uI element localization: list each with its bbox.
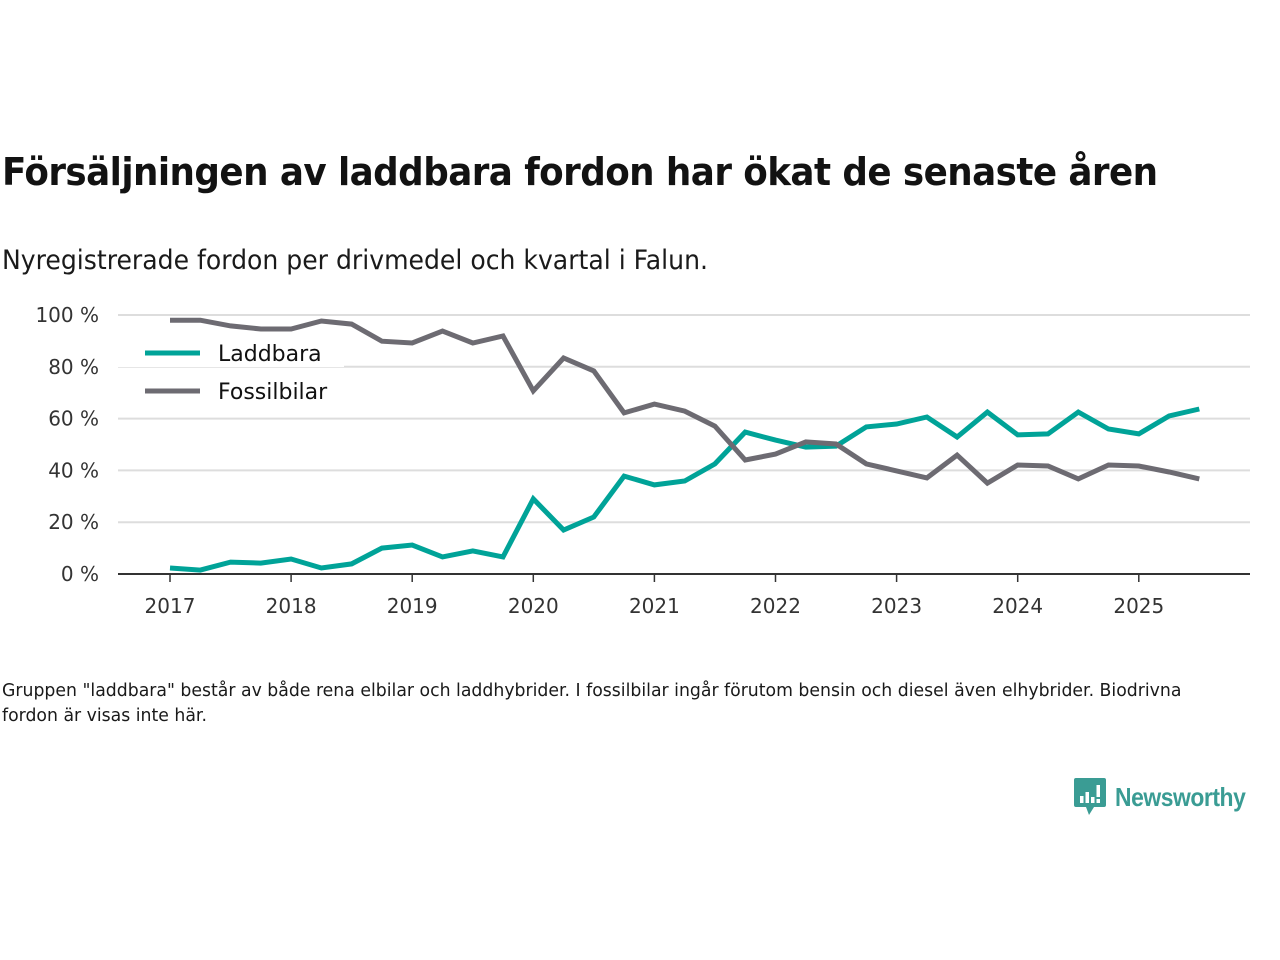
x-tick-label: 2024 [992, 594, 1043, 618]
chart-title: Försäljningen av laddbara fordon har öka… [2, 150, 1158, 194]
x-tick-label: 2017 [145, 594, 196, 618]
footnote: Gruppen "laddbara" består av både rena e… [2, 680, 1182, 726]
legend-background [108, 333, 344, 367]
x-tick-label: 2025 [1113, 594, 1164, 618]
x-tick-label: 2023 [871, 594, 922, 618]
legend-label-laddbara: Laddbara [218, 342, 322, 367]
series-line-laddbara [169, 406, 1200, 573]
y-tick-label: 40 % [48, 458, 99, 482]
chart-subtitle: Nyregistrerade fordon per drivmedel och … [2, 245, 708, 276]
legend: Laddbara Fossilbilar [108, 333, 344, 405]
x-tick-label: 2018 [266, 594, 317, 618]
brand-name: Newsworthy [1115, 781, 1246, 812]
bar-chart-speech-bubble-icon [1074, 778, 1106, 815]
line-chart: 0 % 20 % 40 % 60 % 80 % 100 % 2017 2018 2019 202… [35, 303, 1250, 618]
x-tick-label: 2021 [629, 594, 680, 618]
y-tick-label: 0 % [61, 562, 99, 586]
y-axis-ticks: 0 % 20 % 40 % 60 % 80 % 100 % [35, 303, 99, 586]
y-tick-label: 20 % [48, 510, 99, 534]
y-tick-label: 80 % [48, 355, 99, 379]
brand-logo: Newsworthy [1073, 777, 1263, 817]
legend-label-fossilbilar: Fossilbilar [218, 380, 328, 405]
series-line-fossilbilar [170, 317, 1200, 487]
y-tick-label: 60 % [48, 407, 99, 431]
x-tick-label: 2022 [750, 594, 801, 618]
x-tick-label: 2020 [508, 594, 559, 618]
series-lines [169, 317, 1200, 573]
x-tick-label: 2019 [387, 594, 438, 618]
y-tick-label: 100 % [35, 303, 99, 327]
x-axis: 2017 2018 2019 2020 2021 2022 2023 2024 2025 [118, 573, 1250, 618]
